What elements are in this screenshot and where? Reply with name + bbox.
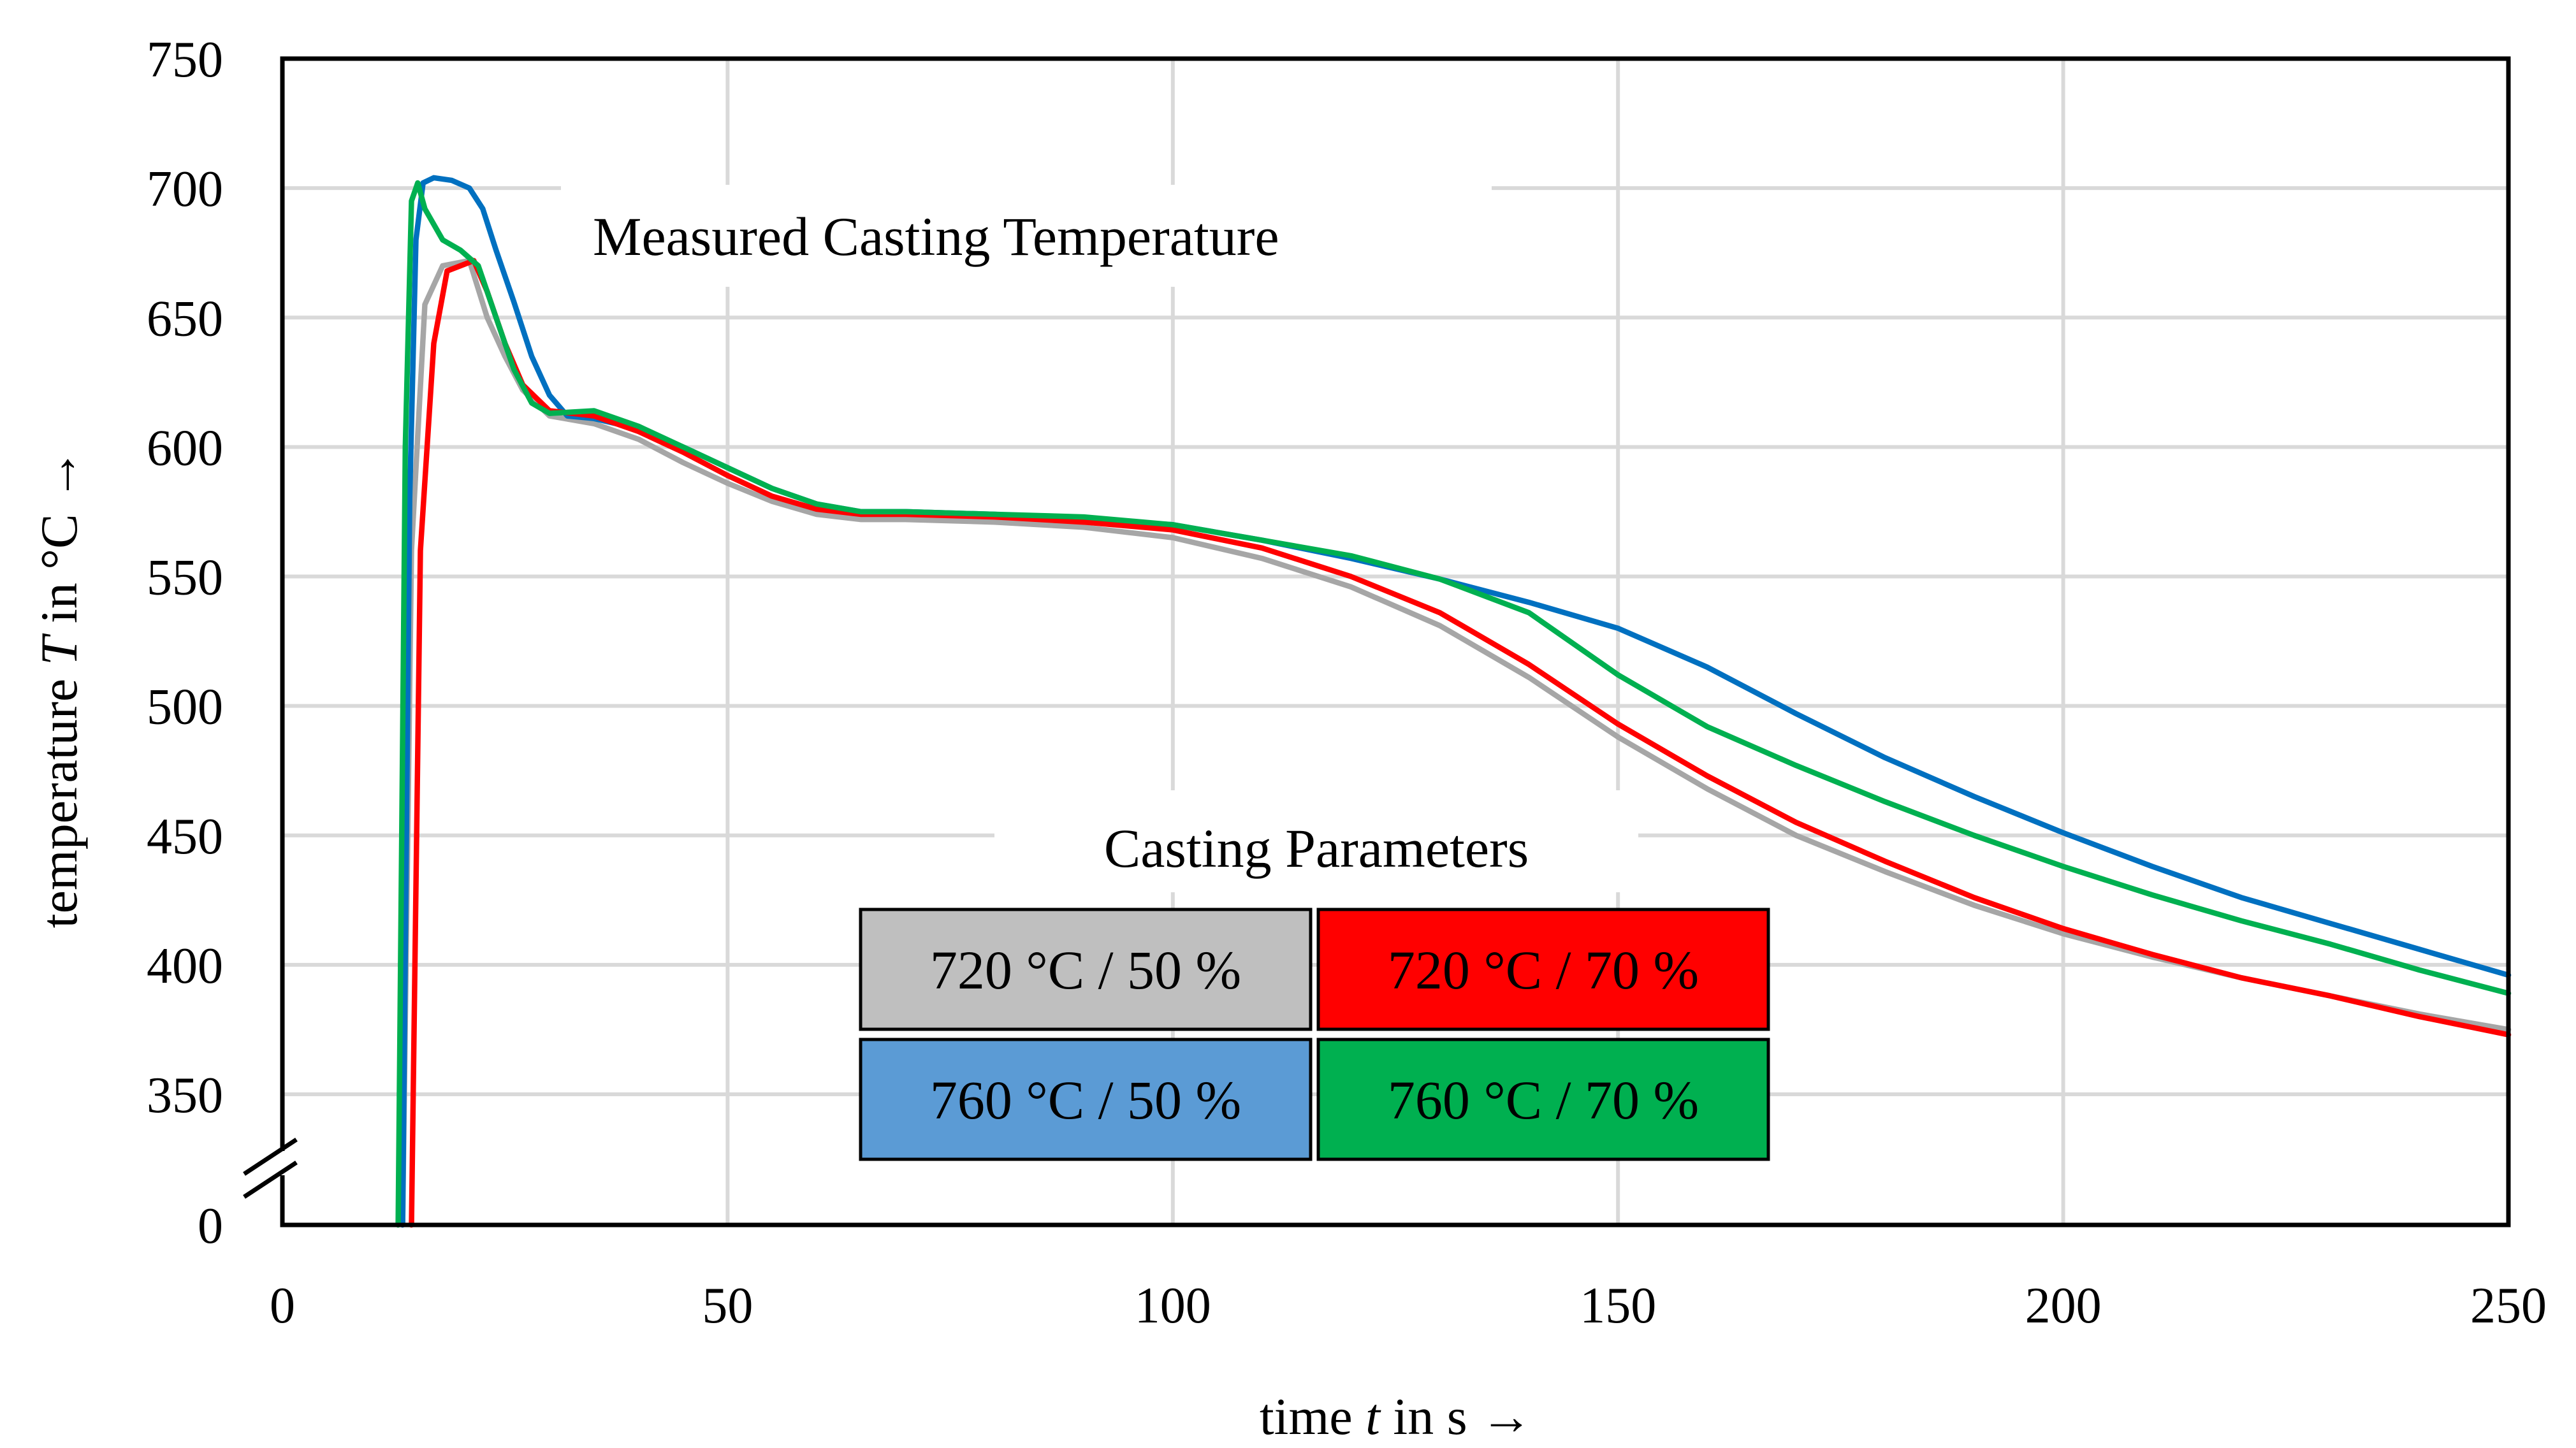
legend-swatch-3	[859, 1038, 1313, 1161]
legend-swatch-1	[859, 908, 1313, 1031]
y-tick-label: 500	[147, 679, 223, 735]
y-tick-label: 650	[147, 291, 223, 347]
legend: Casting Parameters 720 °C / 50 % 720 °C /…	[859, 790, 1770, 1161]
legend-label-3: 760 °C / 50 %	[930, 1069, 1241, 1131]
axis-break-slash	[243, 1138, 298, 1176]
legend-swatch-2	[1316, 908, 1770, 1031]
x-tick-label: 250	[2470, 1278, 2547, 1334]
x-tick-label: 50	[702, 1278, 753, 1334]
x-tick-label: 0	[270, 1278, 295, 1334]
y-tick-label-zero: 0	[198, 1198, 223, 1254]
axis-break-slash	[243, 1161, 298, 1199]
legend-label-4: 760 °C / 70 %	[1388, 1069, 1699, 1131]
y-tick-label: 450	[147, 809, 223, 865]
x-tick-label: 200	[2025, 1278, 2102, 1334]
y-axis-break-marker	[243, 1138, 298, 1199]
y-tick-label: 750	[147, 32, 223, 88]
y-tick-label: 400	[147, 938, 223, 994]
y-tick-label: 600	[147, 420, 223, 476]
chart-title: Measured Casting Temperature	[593, 206, 1279, 267]
x-tick-labels: 0 50 100 150 200 250	[270, 1278, 2547, 1334]
plot-area-frame	[280, 56, 2511, 1227]
series-lines	[395, 175, 2512, 1228]
chart-title-background	[561, 185, 1492, 287]
legend-title: Casting Parameters	[1104, 818, 1529, 879]
x-tick-label: 100	[1135, 1278, 1211, 1334]
legend-swatch-4	[1316, 1038, 1770, 1161]
y-tick-labels: 350 400 450 500 550 600 650 700 750 0	[147, 32, 223, 1254]
legend-title-background	[994, 790, 1638, 892]
legend-entries: 720 °C / 50 % 720 °C / 70 % 760 °C / 50 % 7…	[859, 908, 1770, 1161]
legend-label-1: 720 °C / 50 %	[930, 939, 1241, 1001]
y-axis-title: temperature T in °C →	[30, 449, 88, 928]
series-line-4	[395, 180, 2512, 1228]
x-tick-label: 150	[1580, 1278, 1656, 1334]
legend-label-2: 720 °C / 70 %	[1388, 939, 1699, 1001]
chart-title-group: Measured Casting Temperature	[561, 185, 1492, 287]
y-tick-label: 350	[147, 1068, 223, 1124]
x-axis-title: time t in s →	[1260, 1387, 1532, 1445]
series-line-1	[400, 257, 2512, 1228]
y-tick-label: 550	[147, 550, 223, 606]
y-tick-label: 700	[147, 161, 223, 217]
